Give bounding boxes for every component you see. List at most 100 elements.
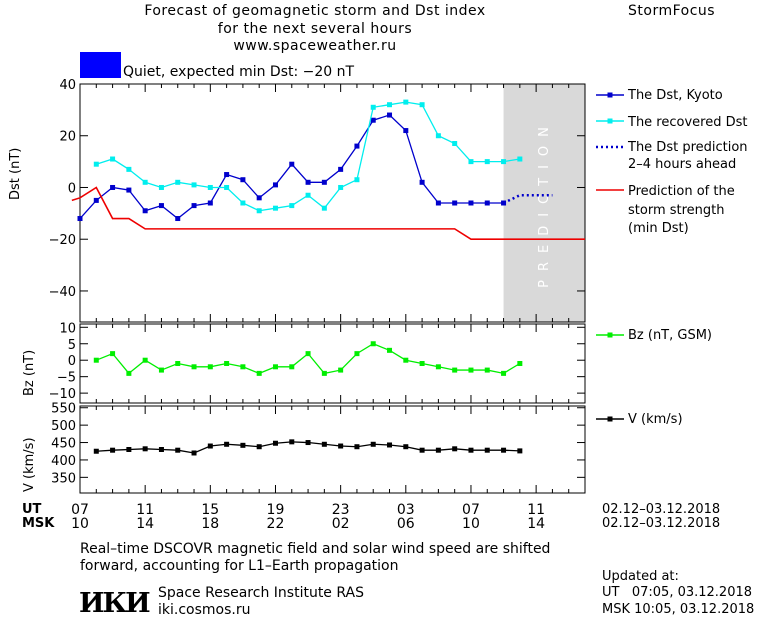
y-tick-label: 0 <box>68 181 76 196</box>
footer-note-1: Real–time DSCOVR magnetic field and sola… <box>80 541 551 557</box>
bz-panel: 10 50 −5−10 <box>49 321 586 404</box>
msk-tick-label: 10 <box>71 516 89 532</box>
msk-tick-label: 22 <box>266 516 285 532</box>
data-point <box>142 208 148 214</box>
data-point <box>338 184 344 190</box>
data-point <box>387 102 393 108</box>
data-point <box>517 156 523 162</box>
y-tick-label: 450 <box>51 437 76 452</box>
legend-marker <box>607 118 613 124</box>
updated-msk: MSK 10:05, 03.12.2018 <box>602 602 755 617</box>
ut-tick-label: 07 <box>71 502 89 518</box>
y-tick-label: −20 <box>49 233 76 248</box>
legend-v: V (km/s) <box>628 412 683 427</box>
y-tick-label: 5 <box>68 338 76 353</box>
data-point <box>305 440 311 446</box>
data-point <box>256 444 262 450</box>
data-point <box>403 357 409 363</box>
data-point <box>387 442 393 448</box>
data-point <box>468 447 474 453</box>
data-point <box>468 367 474 373</box>
ut-tick-label: 15 <box>201 502 220 518</box>
data-point <box>289 364 295 370</box>
status-label: Quiet, expected min Dst: −20 nT <box>123 64 355 80</box>
data-point <box>403 128 409 134</box>
data-point <box>126 370 132 376</box>
data-point <box>191 182 197 188</box>
data-point <box>240 364 246 370</box>
data-point <box>452 141 458 146</box>
data-point <box>338 367 344 373</box>
data-point <box>435 364 441 370</box>
y-tick-label: 500 <box>51 419 76 434</box>
legend-marker <box>607 332 613 338</box>
legend-bz: Bz (nT, GSM) <box>628 328 713 343</box>
data-point <box>126 166 132 172</box>
data-point <box>207 184 213 190</box>
data-point <box>484 367 490 373</box>
iki-logo: ИКИ <box>79 588 151 619</box>
msk-tick-label: 10 <box>462 516 480 532</box>
legend-dst-recovered: The recovered Dst <box>628 115 748 130</box>
ut-tick-label: 07 <box>462 502 480 518</box>
data-point <box>158 203 164 209</box>
data-point <box>224 172 230 178</box>
data-point <box>272 440 278 446</box>
site-link[interactable]: www.spaceweather.ru <box>233 38 397 54</box>
dst-ylabel: Dst (nT) <box>8 147 23 200</box>
data-point <box>321 441 327 447</box>
data-point <box>452 200 458 206</box>
data-point <box>452 367 458 373</box>
data-point <box>468 200 474 206</box>
data-point <box>435 200 441 206</box>
status-swatch <box>80 52 121 78</box>
data-point <box>501 447 507 453</box>
data-point <box>354 143 360 149</box>
data-point <box>175 216 181 222</box>
y-tick-label: 20 <box>59 130 76 145</box>
data-point <box>110 156 116 162</box>
data-point <box>175 447 181 453</box>
msk-tick-label: 14 <box>527 516 546 532</box>
data-point <box>158 184 164 190</box>
ut-tick-label: 11 <box>527 502 546 518</box>
data-point <box>256 370 262 376</box>
legend-marker <box>607 92 613 98</box>
data-point <box>224 184 230 190</box>
bz-ylabel: Bz (nT) <box>22 349 37 396</box>
data-point <box>468 159 474 165</box>
legend-storm-3: (min Dst) <box>628 221 689 236</box>
msk-date-range: 02.12–03.12.2018 <box>602 516 721 531</box>
data-point <box>387 112 393 118</box>
data-point <box>305 351 311 357</box>
data-point <box>240 442 246 448</box>
data-point <box>403 99 409 105</box>
data-point <box>158 447 164 452</box>
legend-dst-kyoto: The Dst, Kyoto <box>628 88 723 103</box>
data-point <box>354 444 360 450</box>
data-point <box>517 361 523 366</box>
series-line <box>503 193 553 205</box>
data-point <box>93 357 99 363</box>
msk-axis-label: MSK <box>22 516 55 531</box>
data-point <box>110 184 116 190</box>
data-point <box>419 447 425 453</box>
data-point <box>501 370 507 376</box>
data-point <box>142 357 148 363</box>
data-point <box>370 341 376 347</box>
institute-url[interactable]: iki.cosmos.ru <box>158 602 251 618</box>
data-point <box>501 159 507 165</box>
data-point <box>354 177 360 183</box>
data-point <box>370 117 376 123</box>
y-tick-label: 10 <box>59 321 76 336</box>
y-tick-label: 400 <box>51 454 76 469</box>
updated-ut: UT 07:05, 03.12.2018 <box>602 585 753 600</box>
data-point <box>224 361 230 366</box>
y-tick-label: −5 <box>57 371 76 386</box>
brand-name: StormFocus <box>628 3 716 19</box>
msk-tick-label: 18 <box>201 516 220 532</box>
data-point <box>126 187 132 193</box>
data-point <box>191 203 197 209</box>
data-point <box>110 351 116 357</box>
